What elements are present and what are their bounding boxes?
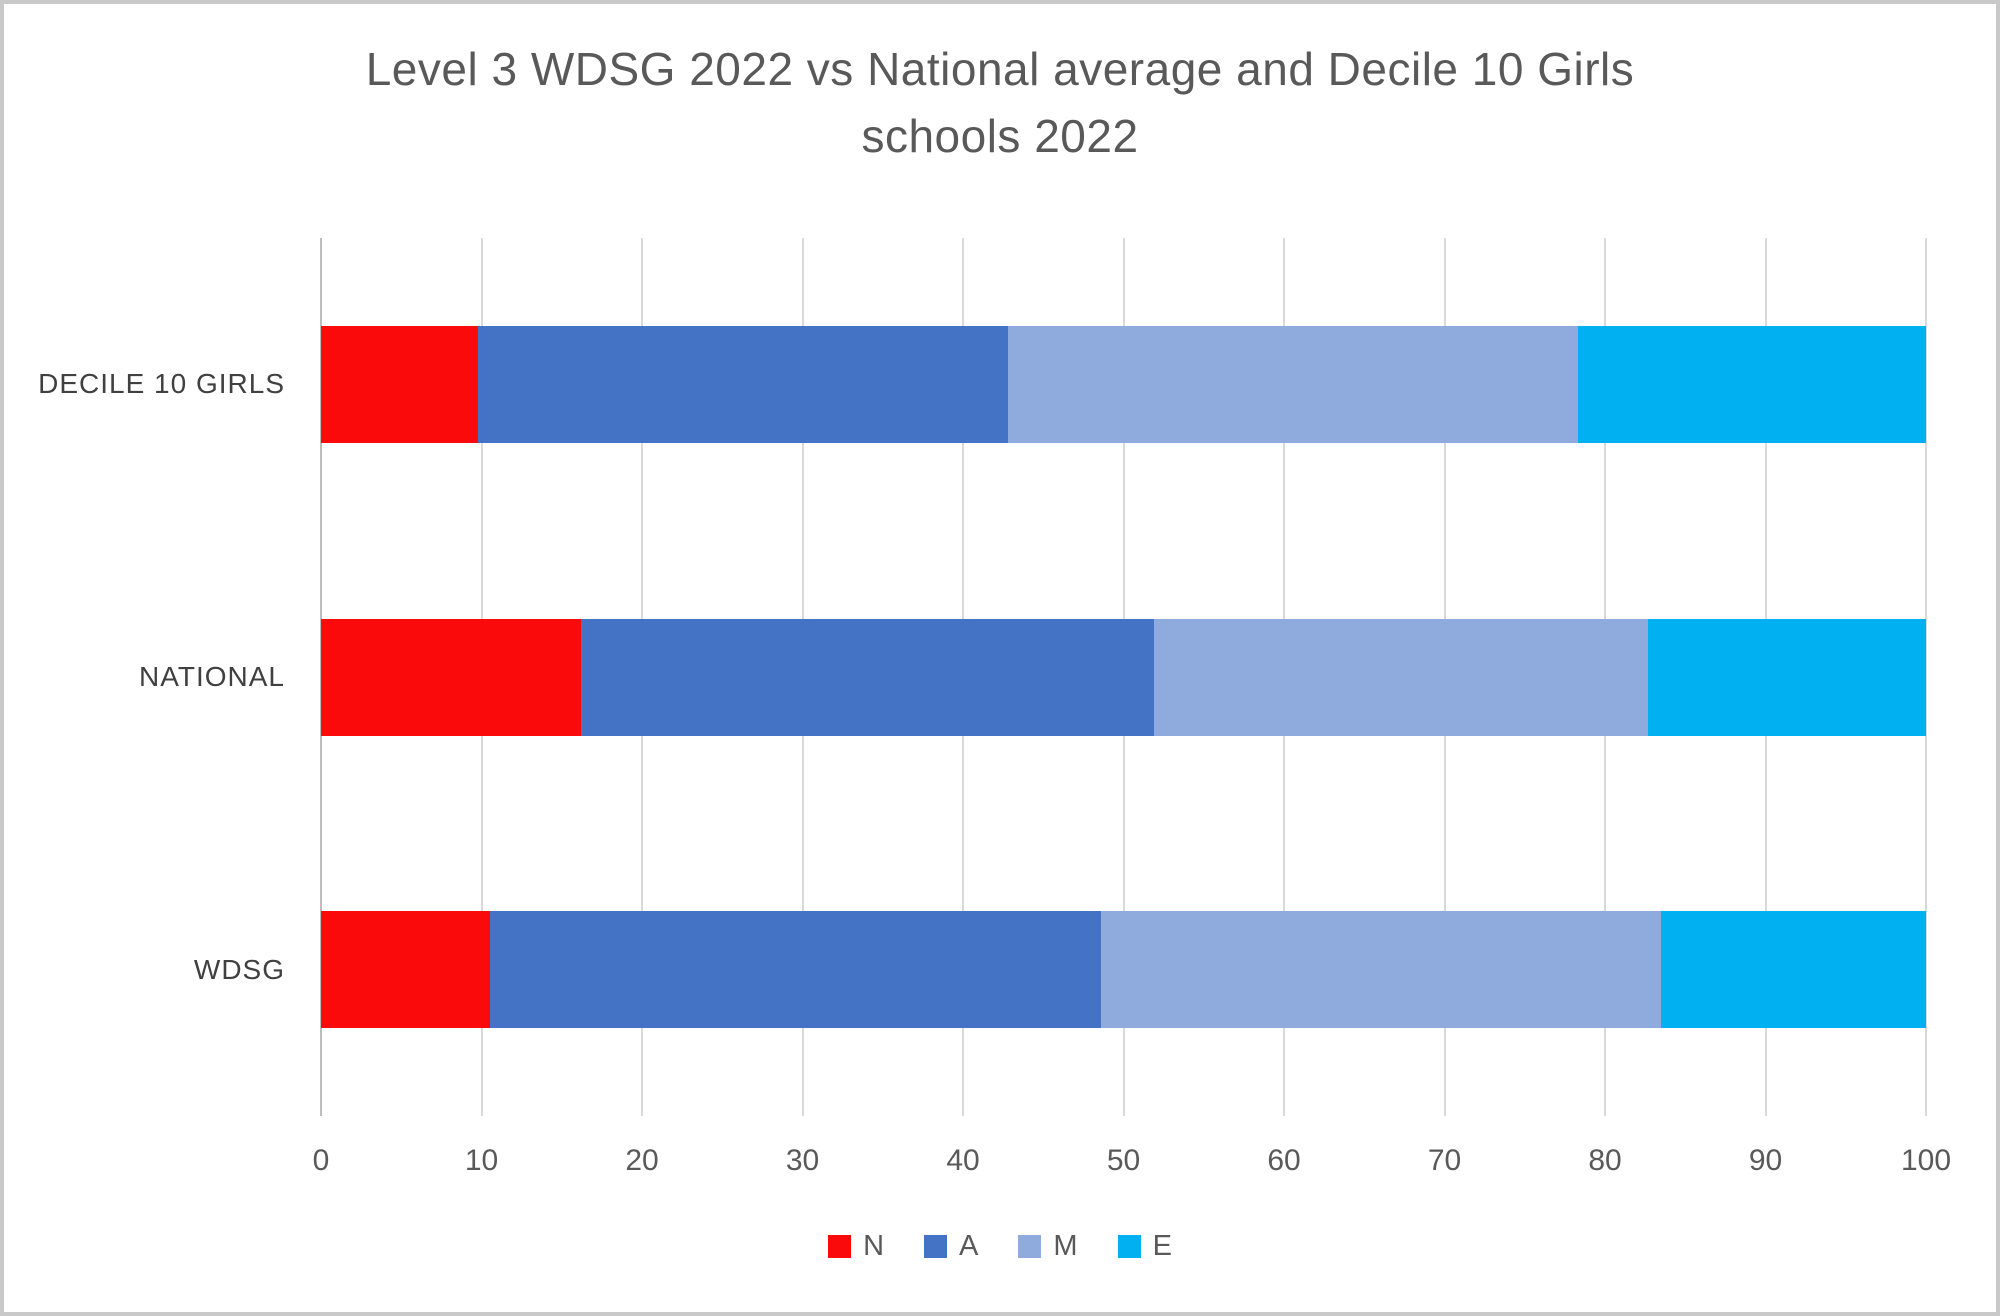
legend-swatch-m xyxy=(1018,1235,1042,1258)
chart-title-line1: Level 3 WDSG 2022 vs National average an… xyxy=(365,43,1635,95)
category-band-national xyxy=(321,531,1926,824)
bar-segment-m-national xyxy=(1153,618,1649,736)
category-label-national: NATIONAL xyxy=(139,661,285,692)
x-tick-label-10: 10 xyxy=(464,1144,499,1177)
legend-label-e: E xyxy=(1152,1230,1172,1262)
category-label-decile-10-girls: DECILE 10 GIRLS xyxy=(38,368,285,400)
x-tick-label-80: 80 xyxy=(1588,1144,1622,1177)
legend-item-e: E xyxy=(1117,1230,1172,1263)
bars-container xyxy=(321,238,1926,1116)
bar-segment-e-national xyxy=(1648,618,1926,736)
gridline-x-100 xyxy=(1925,238,1927,1116)
legend-item-a: A xyxy=(924,1230,978,1263)
legend-item-m: M xyxy=(1018,1230,1078,1263)
legend-label-m: M xyxy=(1053,1230,1078,1262)
bar-segment-a-national xyxy=(581,618,1154,736)
category-label-wdsg: WDSG xyxy=(193,953,285,985)
legend-label-n: N xyxy=(863,1230,885,1262)
bar-segment-n-decile-10-girls xyxy=(321,325,479,443)
bar-segment-a-wdsg xyxy=(489,911,1102,1029)
plot-area xyxy=(320,238,1927,1116)
stacked-bar-decile-10-girls xyxy=(321,325,1926,443)
legend-swatch-e xyxy=(1117,1235,1141,1258)
x-tick-label-60: 60 xyxy=(1267,1144,1301,1177)
x-axis-tick-labels: 0 10 20 30 40 50 60 70 80 90 100 xyxy=(313,1144,1951,1190)
bar-segment-n-wdsg xyxy=(321,911,490,1029)
category-band-decile-10-girls xyxy=(321,238,1926,531)
chart-title-line2: schools 2022 xyxy=(861,109,1139,162)
legend-swatch-a xyxy=(924,1235,948,1258)
x-tick-label-100: 100 xyxy=(1900,1144,1952,1177)
x-tick-label-30: 30 xyxy=(785,1144,820,1177)
legend-label-a: A xyxy=(959,1230,979,1262)
category-axis-labels: DECILE 10 GIRLS NATIONAL WDSG xyxy=(4,238,321,1116)
bar-segment-a-decile-10-girls xyxy=(478,325,1008,443)
stacked-bar-wdsg xyxy=(321,911,1926,1029)
x-tick-label-40: 40 xyxy=(946,1144,980,1177)
bar-segment-e-decile-10-girls xyxy=(1577,325,1926,443)
bar-segment-m-wdsg xyxy=(1101,911,1662,1029)
stacked-bar-national xyxy=(321,618,1926,736)
bar-segment-n-national xyxy=(321,618,581,736)
category-band-wdsg xyxy=(321,823,1926,1116)
chart-title: Level 3 WDSG 2022 vs National average an… xyxy=(4,36,1996,169)
x-tick-label-0: 0 xyxy=(312,1144,330,1177)
x-tick-label-20: 20 xyxy=(625,1144,659,1177)
legend-item-n: N xyxy=(828,1230,884,1263)
x-tick-label-70: 70 xyxy=(1427,1144,1462,1177)
bar-segment-m-decile-10-girls xyxy=(1007,325,1578,443)
bar-segment-e-wdsg xyxy=(1661,911,1926,1029)
legend-swatch-n xyxy=(828,1235,852,1258)
x-tick-label-50: 50 xyxy=(1106,1144,1141,1177)
x-tick-label-90: 90 xyxy=(1748,1144,1783,1177)
